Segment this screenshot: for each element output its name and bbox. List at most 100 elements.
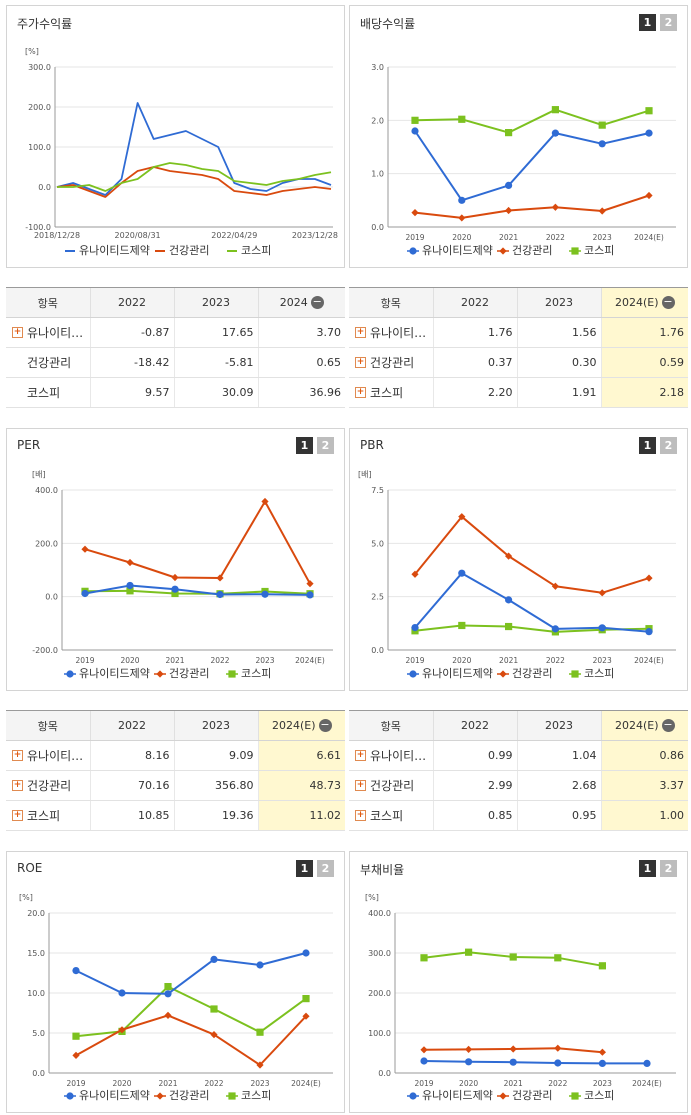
panel-title: ROE	[17, 861, 43, 875]
data-point	[509, 1045, 517, 1053]
data-point	[210, 1031, 218, 1039]
row-label: + 코스피	[6, 800, 90, 831]
view-1-button[interactable]: 1	[296, 860, 313, 877]
view-2-button[interactable]: 2	[660, 860, 677, 877]
data-point	[645, 107, 653, 115]
y-tick-label: 20.0	[27, 909, 45, 918]
panel-roe: ROE 1 2 [%] 20.0 15.0 10.0 5.0 0.0 2019 2020 202…	[6, 851, 345, 1113]
panel-stock-return: 주가수익률 [%] 300.0 200.0 100.0 0.0 -100.0 2018/12…	[6, 5, 345, 268]
data-point	[458, 196, 466, 204]
table-cell: 0.30	[516, 347, 601, 378]
expand-icon[interactable]: +	[355, 357, 366, 368]
column-header: 2023	[516, 287, 601, 318]
data-point	[505, 596, 513, 604]
table-cell: 9.57	[89, 377, 174, 408]
data-point	[210, 1005, 218, 1013]
data-point	[306, 580, 314, 588]
view-2-button[interactable]: 2	[660, 14, 677, 31]
expand-icon[interactable]: +	[355, 810, 366, 821]
expand-icon[interactable]: +	[355, 387, 366, 398]
data-point	[598, 624, 606, 632]
x-tick-label: 2022	[210, 656, 229, 665]
data-point	[598, 962, 606, 970]
y-tick-label: 2.5	[371, 593, 384, 602]
data-point	[256, 1028, 264, 1036]
data-point	[411, 116, 419, 124]
series-line	[84, 500, 311, 585]
row-label: + 유나이티…	[349, 740, 433, 771]
collapse-icon[interactable]: −	[318, 718, 332, 733]
panel-title: PER	[17, 438, 41, 452]
table-cell: 48.73	[257, 770, 345, 801]
table-cell: -18.42	[89, 347, 174, 378]
data-point	[261, 590, 269, 598]
collapse-icon[interactable]: −	[661, 295, 675, 310]
view-1-button[interactable]: 1	[639, 437, 656, 454]
data-point	[171, 589, 179, 598]
column-header: 2023	[516, 710, 601, 741]
expand-icon[interactable]: +	[12, 327, 23, 338]
data-point	[171, 585, 179, 593]
legend-label: 코스피	[241, 667, 271, 680]
x-tick-label: 2024(E)	[634, 233, 664, 242]
table-row: + 건강관리 70.16 356.80 48.73	[6, 770, 345, 801]
column-header: 2024(E) −	[600, 287, 688, 318]
y-tick-label: 300.0	[28, 63, 51, 72]
table-cell: 0.37	[432, 347, 517, 378]
expand-icon[interactable]: +	[12, 780, 23, 791]
panel-title: 주가수익률	[17, 17, 73, 31]
column-header: 2023	[173, 287, 258, 318]
data-point	[465, 948, 473, 956]
data-point	[551, 625, 559, 633]
y-tick-label: 5.0	[371, 539, 384, 548]
table-cell: 6.61	[257, 740, 345, 771]
legend-label: 코스피	[584, 1089, 614, 1102]
table-cell: 30.09	[173, 377, 258, 408]
table-cell: 2.99	[432, 770, 517, 801]
legend-marker	[228, 1092, 236, 1100]
data-point	[164, 1011, 172, 1019]
collapse-icon[interactable]: −	[310, 295, 324, 310]
expand-icon[interactable]: +	[355, 327, 366, 338]
table-cell: 0.99	[432, 740, 517, 771]
debt-ratio-chart: [%] 400.0 300.0 200.0 100.0 0.0 2019 2020 2021 20…	[365, 893, 676, 1102]
data-point	[458, 214, 466, 222]
view-2-button[interactable]: 2	[317, 860, 334, 877]
expand-icon[interactable]: +	[12, 750, 23, 761]
data-point	[411, 624, 419, 632]
data-point	[216, 574, 224, 582]
panel-title: 배당수익률	[360, 17, 416, 31]
collapse-icon[interactable]: −	[661, 718, 675, 733]
x-tick-label: 2020	[459, 1079, 478, 1088]
data-point	[554, 1059, 562, 1067]
y-tick-label: 2.0	[371, 116, 384, 125]
view-2-button[interactable]: 2	[660, 437, 677, 454]
data-point	[420, 1046, 428, 1054]
x-tick-label: 2020	[112, 1079, 131, 1088]
legend-label: 건강관리	[169, 244, 209, 257]
x-tick-label: 2019	[414, 1079, 433, 1088]
data-point	[598, 589, 606, 597]
table-cell: 0.59	[600, 347, 688, 378]
expand-icon[interactable]: +	[12, 810, 23, 821]
view-1-button[interactable]: 1	[296, 437, 313, 454]
view-2-button[interactable]: 2	[317, 437, 334, 454]
data-point	[420, 954, 428, 962]
series-line	[414, 130, 650, 202]
data-point	[551, 106, 559, 114]
panel-title: PBR	[360, 438, 384, 452]
expand-icon[interactable]: +	[355, 750, 366, 761]
expand-icon[interactable]: +	[355, 780, 366, 791]
y-tick-label: -200.0	[32, 646, 58, 655]
view-1-button[interactable]: 1	[639, 14, 656, 31]
x-tick-label: 2022	[546, 656, 565, 665]
data-point	[505, 181, 513, 189]
view-1-button[interactable]: 1	[639, 860, 656, 877]
legend-marker	[66, 670, 74, 678]
table-row: + 코스피 0.85 0.95 1.00	[349, 800, 688, 831]
data-point	[411, 570, 419, 578]
table-cell: 1.04	[516, 740, 601, 771]
legend-marker	[409, 1092, 417, 1100]
unit-label: [%]	[19, 893, 33, 902]
